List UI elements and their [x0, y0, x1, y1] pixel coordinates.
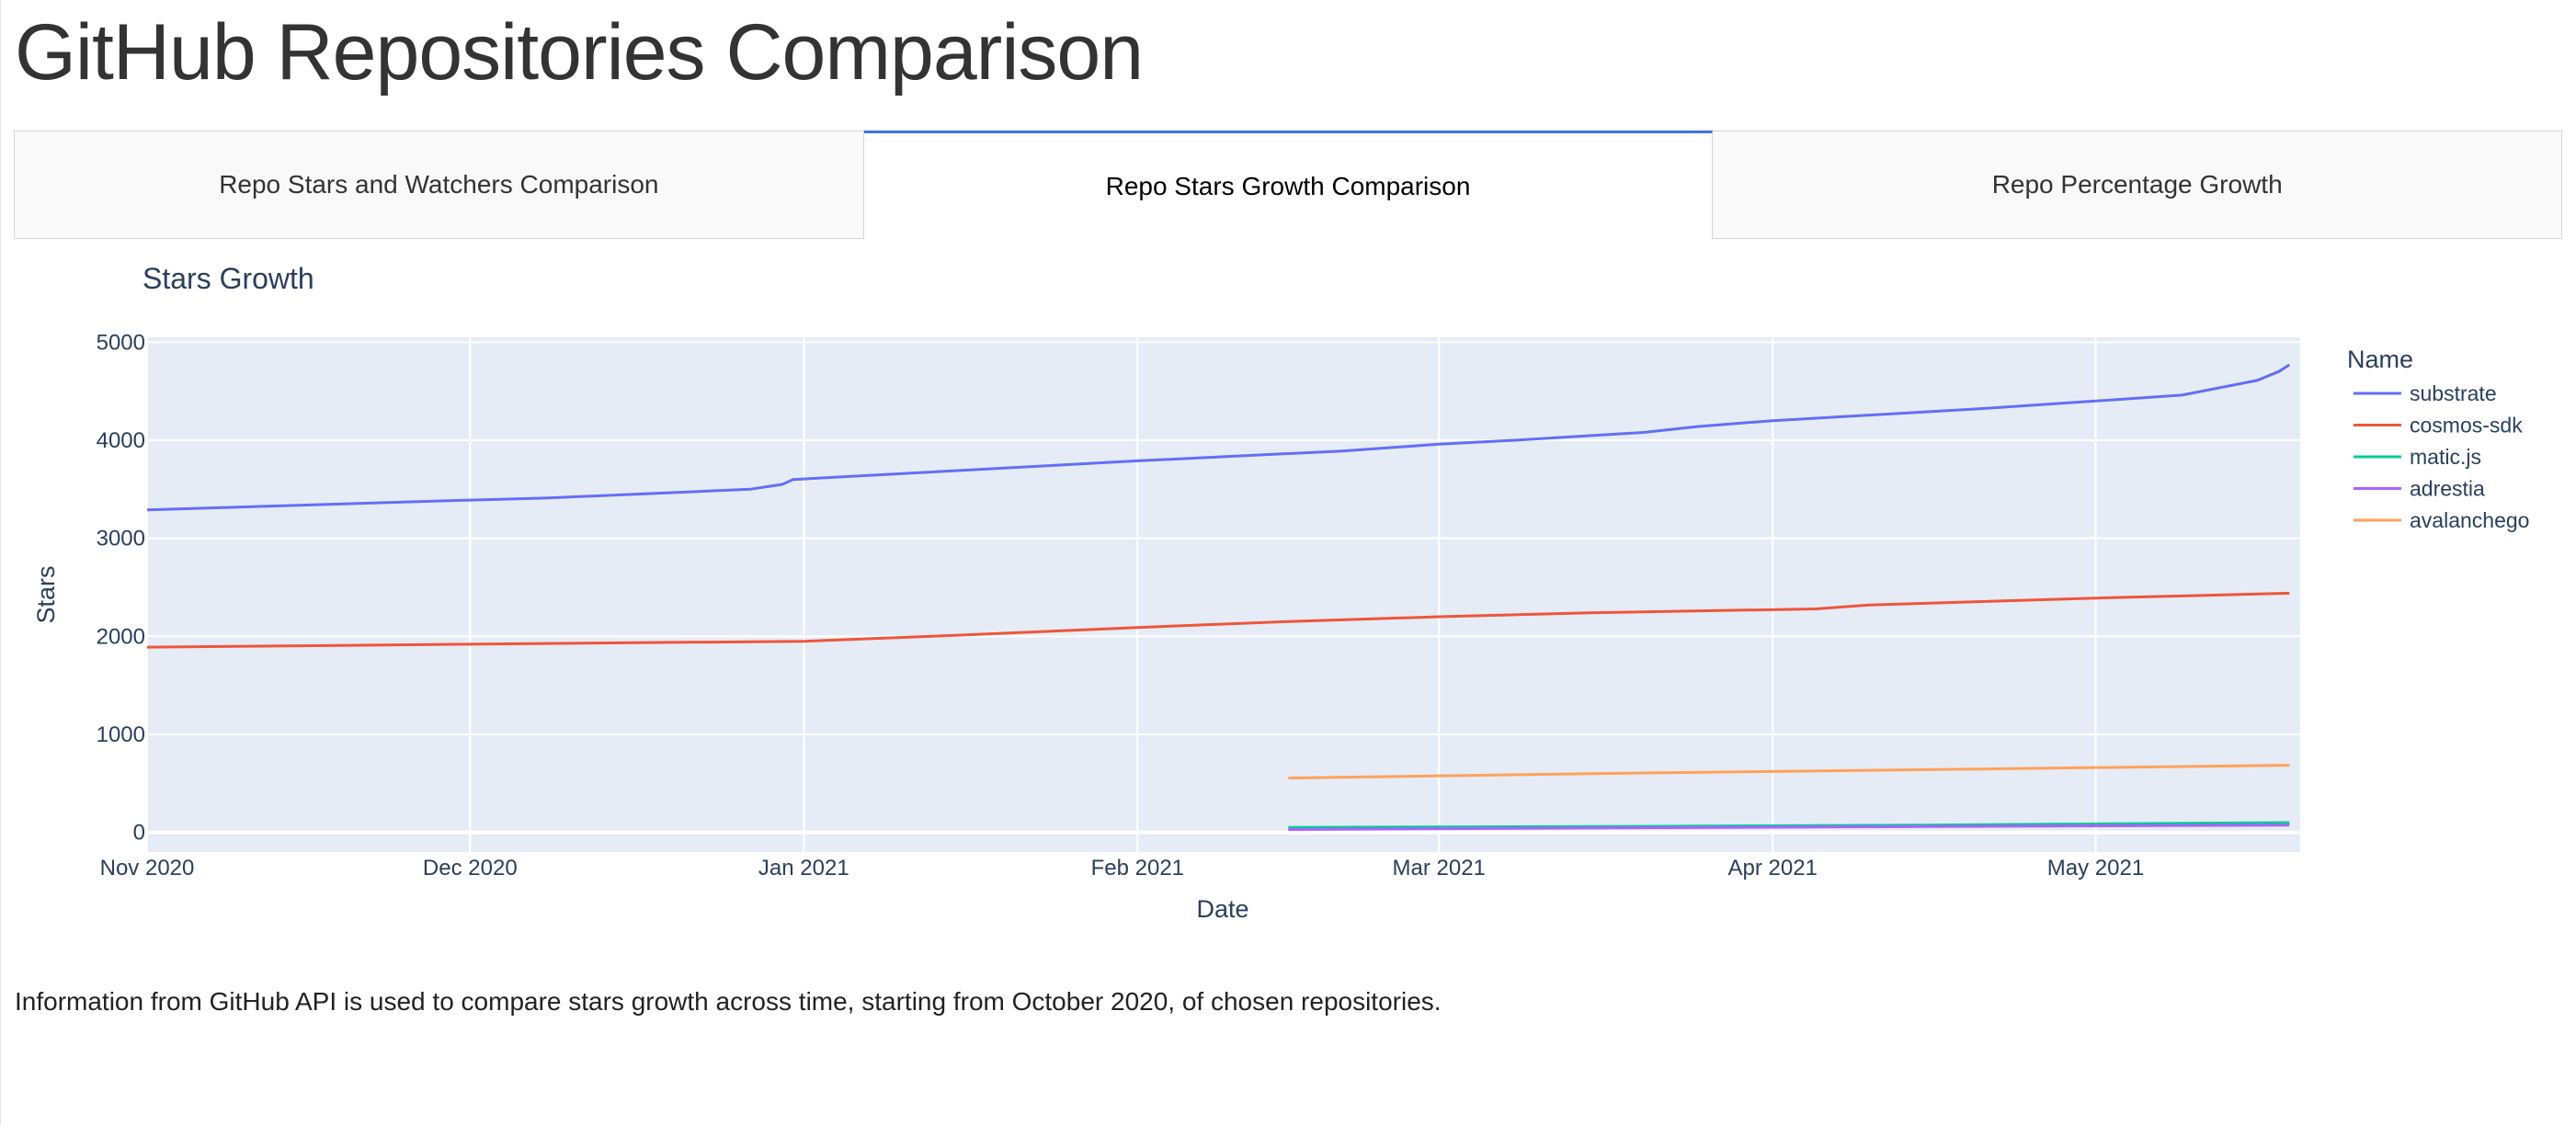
series-lines [146, 363, 2291, 831]
page-left-border [0, 0, 1, 1125]
x-tick-label: Feb 2021 [1091, 856, 1184, 881]
legend-label: substrate [2410, 381, 2497, 405]
y-gridlines [147, 341, 2300, 835]
series-line-matic-js[interactable] [1288, 821, 2290, 829]
x-tick-label: May 2021 [2047, 856, 2144, 881]
legend-title: Name [2347, 346, 2413, 373]
y-tick-label: 4000 [97, 428, 145, 453]
legend-item[interactable]: adrestia [2354, 477, 2485, 501]
x-tick-label: Nov 2020 [100, 856, 195, 881]
tab-stars-watchers[interactable]: Repo Stars and Watchers Comparison [14, 131, 864, 239]
series-line-substrate[interactable] [146, 363, 2291, 512]
legend-label: avalanchego [2410, 508, 2529, 532]
chart-title: Stars Growth [142, 262, 314, 295]
x-tick-label: Mar 2021 [1393, 856, 1486, 881]
series-line-avalanchego[interactable] [1288, 764, 2290, 779]
x-tick-label: Dec 2020 [423, 856, 518, 881]
y-tick-label: 1000 [97, 722, 145, 747]
y-tick-label: 0 [133, 821, 145, 846]
chart-svg: Nov 2020 Dec 2020 Jan 2021 Feb 2021 Mar 2021… [32, 262, 2529, 923]
tab-percentage-growth[interactable]: Repo Percentage Growth [1713, 131, 2563, 239]
y-tick-label: 5000 [97, 330, 145, 355]
legend-item[interactable]: matic.js [2354, 445, 2481, 469]
tab-stars-growth[interactable]: Repo Stars Growth Comparison [863, 131, 1714, 239]
series-line-adrestia[interactable] [1288, 824, 2290, 831]
x-axis-label: Date [1196, 895, 1248, 923]
page-title: GitHub Repositories Comparison [15, 8, 1144, 97]
x-tick-labels: Nov 2020 Dec 2020 Jan 2021 Feb 2021 Mar 2021… [100, 856, 2145, 881]
y-tick-label: 3000 [97, 527, 145, 551]
tab-bar: Repo Stars and Watchers Comparison Repo … [14, 131, 2563, 239]
stars-growth-chart: Nov 2020 Dec 2020 Jan 2021 Feb 2021 Mar 2021… [0, 241, 2576, 939]
legend-item[interactable]: substrate [2354, 381, 2497, 405]
plot-area[interactable] [147, 337, 2300, 852]
legend-item[interactable]: cosmos-sdk [2354, 414, 2523, 438]
legend: Name substrate cosmos-sdk matic.js adrestia… [2347, 346, 2529, 532]
x-tick-label: Apr 2021 [1728, 856, 1818, 881]
y-tick-label: 2000 [97, 624, 145, 649]
legend-label: matic.js [2410, 445, 2481, 469]
series-line-cosmos-sdk[interactable] [146, 591, 2290, 649]
y-tick-labels: 0 1000 2000 3000 4000 5000 [97, 330, 145, 845]
y-axis-label: Stars [32, 565, 60, 623]
legend-item[interactable]: avalanchego [2354, 508, 2529, 532]
footer-description: Information from GitHub API is used to c… [15, 987, 1442, 1016]
legend-label: cosmos-sdk [2410, 414, 2523, 438]
legend-label: adrestia [2410, 477, 2485, 501]
x-tick-label: Jan 2021 [758, 856, 849, 881]
